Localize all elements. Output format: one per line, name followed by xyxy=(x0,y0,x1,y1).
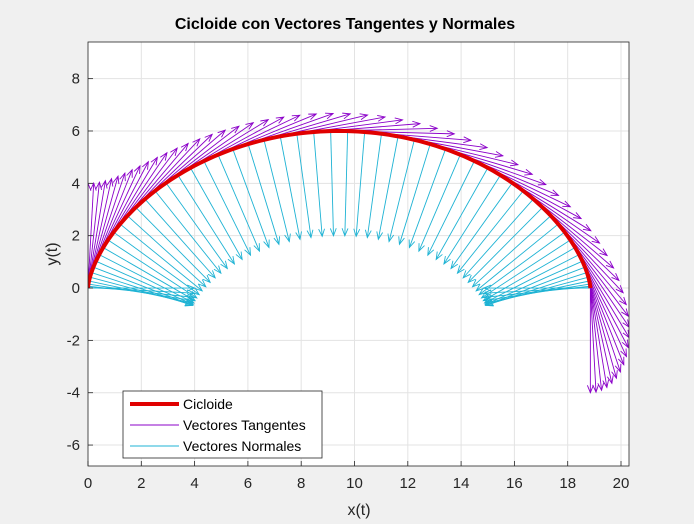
ticks: 0 2 4 6 8 10 12 14 16 18 20 -6 -4 -2 0 2 4 6 8 xyxy=(67,71,630,492)
x-tick-label: 2 xyxy=(137,475,145,492)
tangent-arrow xyxy=(588,280,614,385)
normal-arrow xyxy=(364,133,382,239)
normal-arrow xyxy=(398,143,431,246)
normal-arrow xyxy=(467,207,543,284)
x-tick-label: 0 xyxy=(84,475,92,492)
legend-label-cicloide: Cicloide xyxy=(183,396,233,412)
normal-arrow xyxy=(177,174,236,265)
x-tick-label: 12 xyxy=(399,475,416,492)
normal-arrow xyxy=(113,231,201,296)
normal-arrow xyxy=(190,167,243,261)
normal-arrow xyxy=(443,174,501,265)
tangent-arrow xyxy=(589,283,610,389)
normal-arrow xyxy=(203,160,252,257)
x-tick-label: 4 xyxy=(190,475,198,492)
normal-arrow xyxy=(154,190,222,275)
series-layer xyxy=(88,112,629,394)
normal-arrow xyxy=(435,167,489,261)
x-tick-label: 10 xyxy=(346,475,363,492)
tangent-arrow xyxy=(589,286,605,392)
y-tick-label: 0 xyxy=(72,280,80,297)
legend-label-normales: Vectores Normales xyxy=(183,438,301,454)
y-tick-label: 4 xyxy=(72,175,80,192)
normal-arrow xyxy=(462,198,534,279)
x-tick-label: 20 xyxy=(613,475,630,492)
y-tick-label: 8 xyxy=(72,71,80,88)
x-tick-label: 8 xyxy=(297,475,305,492)
tangent-arrow xyxy=(586,272,622,374)
normal-arrow xyxy=(408,148,446,249)
tangent-arrow xyxy=(586,288,594,394)
normal-arrow xyxy=(313,131,325,238)
normal-arrow xyxy=(135,207,212,284)
normal-arrow xyxy=(376,136,399,241)
normal-arrow xyxy=(279,136,302,241)
normal-arrow xyxy=(232,148,270,249)
normal-arrow xyxy=(263,139,291,243)
x-tick-label: 16 xyxy=(506,475,523,492)
tangent-arrow xyxy=(88,179,108,285)
tangent-arrow xyxy=(589,287,599,394)
normal-arrow xyxy=(418,154,461,253)
normal-arrow xyxy=(127,215,207,288)
normal-arrow xyxy=(482,287,591,297)
normal-arrow xyxy=(456,190,524,275)
y-tick-label: 2 xyxy=(72,228,80,245)
y-tick-label: 6 xyxy=(72,123,80,140)
x-tick-label: 18 xyxy=(559,475,576,492)
normal-arrow xyxy=(450,182,513,270)
tangent-arrow xyxy=(587,277,618,380)
axes-box xyxy=(87,41,630,467)
x-tick-label: 6 xyxy=(244,475,252,492)
normal-arrow xyxy=(98,254,195,304)
normal-arrow xyxy=(119,223,204,292)
y-axis-label: y(t) xyxy=(44,242,61,265)
normal-arrow xyxy=(93,266,194,306)
normal-arrow xyxy=(475,223,559,292)
cycloid-curve xyxy=(88,128,593,290)
normal-arrow xyxy=(341,131,349,237)
y-tick-label: -2 xyxy=(67,332,80,349)
normal-arrow xyxy=(353,131,366,238)
chart-title: Cicloide con Vectores Tangentes y Normal… xyxy=(175,16,515,33)
normal-arrow xyxy=(482,284,591,292)
cycloid-curve-group xyxy=(88,128,593,290)
normal-arrow xyxy=(483,283,590,303)
y-tick-label: -4 xyxy=(67,385,80,402)
tangent-arrow xyxy=(88,182,92,289)
normal-vectors xyxy=(88,131,591,307)
y-tick-label: -6 xyxy=(67,437,80,454)
normal-arrow xyxy=(144,198,216,279)
normal-arrow xyxy=(471,215,552,288)
x-axis-label: x(t) xyxy=(347,502,370,519)
normal-arrow xyxy=(296,133,314,239)
legend-label-tangentes: Vectores Tangentes xyxy=(183,417,306,433)
normal-arrow xyxy=(247,143,281,246)
normal-arrow xyxy=(165,182,229,270)
normal-arrow xyxy=(329,131,337,237)
legend: Cicloide Vectores Tangentes Vectores Nor… xyxy=(122,390,323,459)
normal-arrow xyxy=(427,160,475,257)
normal-arrow xyxy=(387,139,415,243)
normal-arrow xyxy=(217,154,260,253)
x-tick-label: 14 xyxy=(453,475,470,492)
